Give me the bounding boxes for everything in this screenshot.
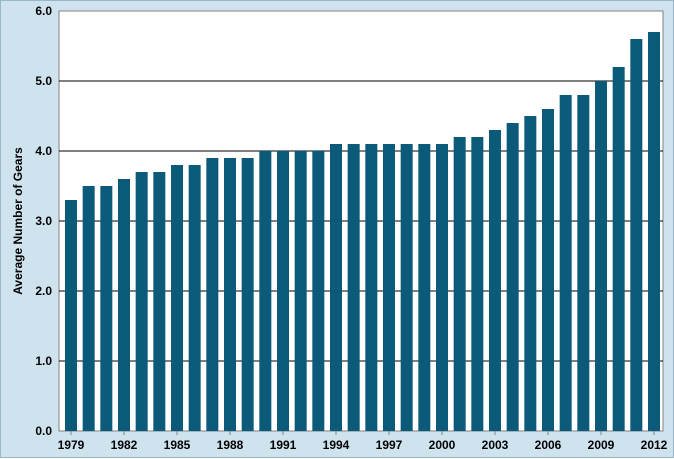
y-tick-label: 5.0 xyxy=(35,74,52,88)
y-tick-label: 2.0 xyxy=(35,284,52,298)
x-tick-label: 1979 xyxy=(58,438,85,452)
bar-2011 xyxy=(630,39,643,431)
y-axis-ticks: 0.0 1.0 2.0 3.0 4.0 5.0 6.0 xyxy=(35,4,52,438)
bar-1990 xyxy=(259,151,272,431)
y-axis-title: Average Number of Gears xyxy=(11,147,25,295)
bar-1997 xyxy=(383,144,395,431)
bar-1985 xyxy=(171,165,183,431)
bar-2007 xyxy=(559,95,572,431)
y-tick-label: 6.0 xyxy=(35,4,52,18)
bar-2000 xyxy=(436,144,448,431)
y-tick-label: 0.0 xyxy=(35,424,52,438)
bar-1992 xyxy=(294,151,307,431)
bar-1991 xyxy=(277,151,289,431)
x-tick-label: 2006 xyxy=(535,438,562,452)
bar-2010 xyxy=(612,67,625,431)
x-tick-label: 1985 xyxy=(164,438,191,452)
x-tick-label: 2012 xyxy=(641,438,668,452)
bar-2008 xyxy=(577,95,590,431)
bar-2001 xyxy=(453,137,466,431)
bar-1998 xyxy=(400,144,413,431)
bar-1988 xyxy=(224,158,236,431)
x-tick-label: 1994 xyxy=(323,438,350,452)
bars xyxy=(65,32,660,431)
bar-1996 xyxy=(365,144,378,431)
bar-1984 xyxy=(153,172,166,431)
bar-1986 xyxy=(188,165,201,431)
x-tick-label: 1991 xyxy=(270,438,297,452)
bar-1981 xyxy=(100,186,113,431)
bar-1993 xyxy=(312,151,325,431)
bar-2002 xyxy=(471,137,484,431)
x-axis-ticks: 1979 1982 1985 1988 1991 1994 1997 2000 2003 2006… xyxy=(58,431,668,452)
bar-1982 xyxy=(118,179,130,431)
bar-2004 xyxy=(506,123,519,431)
bar-2005 xyxy=(524,116,537,431)
y-tick-label: 3.0 xyxy=(35,214,52,228)
bar-1995 xyxy=(347,144,360,431)
x-tick-label: 1997 xyxy=(376,438,403,452)
bar-2003 xyxy=(489,130,501,431)
bar-1983 xyxy=(135,172,148,431)
bar-1999 xyxy=(418,144,431,431)
y-tick-label: 4.0 xyxy=(35,144,52,158)
bar-1989 xyxy=(241,158,254,431)
x-tick-label: 1982 xyxy=(111,438,138,452)
x-tick-label: 1988 xyxy=(217,438,244,452)
x-tick-label: 2003 xyxy=(482,438,509,452)
y-tick-label: 1.0 xyxy=(35,354,52,368)
bar-2012 xyxy=(648,32,660,431)
bar-1994 xyxy=(330,144,342,431)
bar-1979 xyxy=(65,200,77,431)
bar-1987 xyxy=(206,158,219,431)
bar-1980 xyxy=(82,186,95,431)
bar-2009 xyxy=(595,81,607,431)
x-tick-label: 2000 xyxy=(429,438,456,452)
x-tick-label: 2009 xyxy=(588,438,615,452)
bar-2006 xyxy=(542,109,554,431)
